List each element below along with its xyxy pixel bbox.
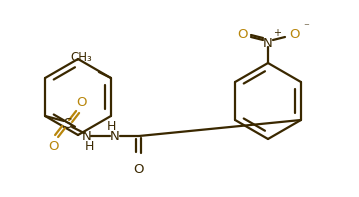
Text: ⁻: ⁻ [303,22,309,32]
Text: O: O [48,139,59,152]
Text: N: N [110,129,120,142]
Text: N: N [263,36,273,49]
Text: H: H [84,140,94,153]
Text: S: S [63,117,71,131]
Text: O: O [76,96,87,109]
Text: H: H [106,120,116,133]
Text: CH₃: CH₃ [70,51,92,64]
Text: N: N [82,129,92,142]
Text: +: + [273,28,281,38]
Text: O: O [289,28,299,41]
Text: O: O [237,28,247,41]
Text: O: O [133,163,143,176]
